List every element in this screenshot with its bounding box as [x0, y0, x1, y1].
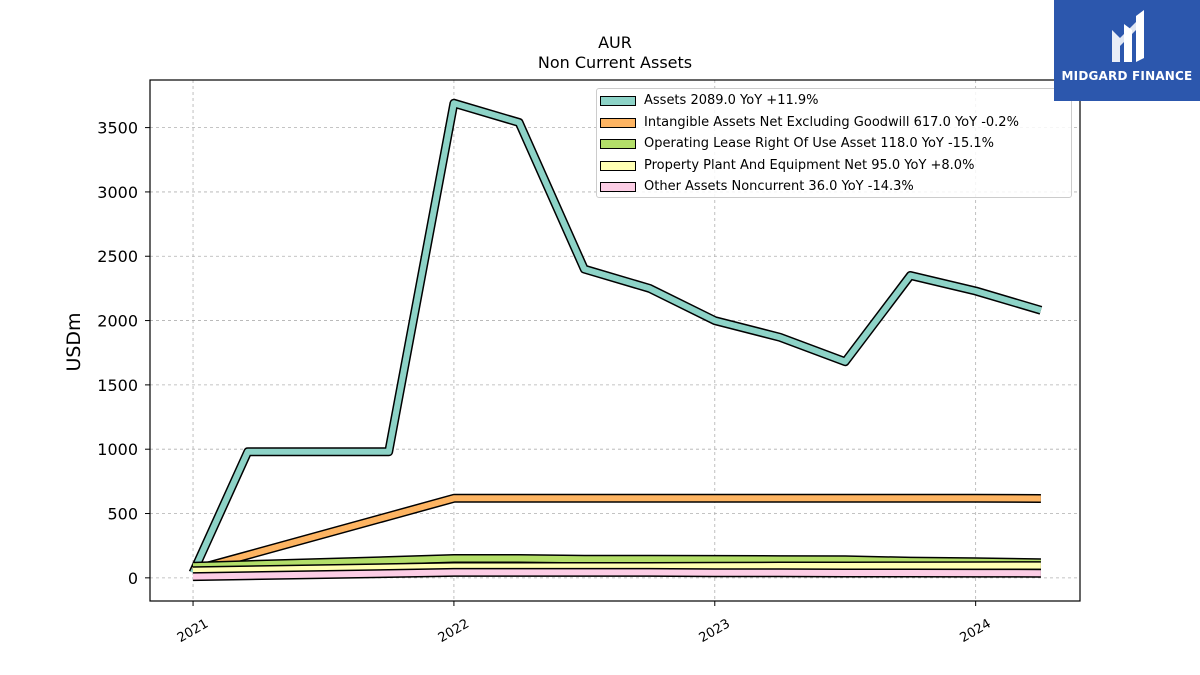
- legend-swatch: [600, 139, 636, 149]
- series-line: [192, 495, 1041, 573]
- legend-item: Assets 2089.0 YoY +11.9%: [597, 91, 1071, 113]
- legend-item: Operating Lease Right Of Use Asset 118.0…: [597, 134, 1071, 156]
- legend-swatch: [600, 182, 636, 192]
- plot-frame: [149, 79, 1081, 602]
- y-tick-label: 3500: [97, 119, 138, 138]
- series-line: [192, 555, 1041, 570]
- chart-title: AUR: [598, 33, 632, 52]
- midgard-finance-logo: MIDGARD FINANCE: [1054, 0, 1200, 101]
- chart-legend: Assets 2089.0 YoY +11.9% Intangible Asset…: [596, 88, 1072, 198]
- series-line: [190, 100, 1042, 574]
- legend-label: Property Plant And Equipment Net 95.0 Yo…: [644, 157, 975, 173]
- y-tick-label: 500: [107, 505, 138, 524]
- y-tick-label: 1000: [97, 440, 138, 459]
- series-areas: [188, 98, 1043, 582]
- series-line: [192, 562, 1041, 574]
- x-tick-label: 2024: [957, 616, 993, 646]
- legend-swatch: [600, 96, 636, 106]
- y-tick-label: 2000: [97, 312, 138, 331]
- legend-item: Intangible Assets Net Excluding Goodwill…: [597, 113, 1071, 135]
- chart-subtitle: Non Current Assets: [537, 53, 693, 72]
- logo-mark-icon: [1112, 10, 1144, 62]
- y-axis-label: USDm: [63, 312, 85, 371]
- legend-swatch: [600, 160, 636, 171]
- y-tick-label: 1500: [97, 376, 138, 395]
- legend-label: Assets 2089.0 YoY +11.9%: [644, 93, 819, 108]
- legend-item: Property Plant And Equipment Net 95.0 Yo…: [597, 156, 1071, 178]
- y-tick-label: 2500: [97, 247, 138, 266]
- legend-item: Other Assets Noncurrent 36.0 YoY -14.3%: [597, 177, 1071, 199]
- legend-swatch: [600, 117, 636, 128]
- x-tick-label: 2022: [436, 616, 472, 646]
- y-tick-label: 0: [128, 569, 138, 588]
- legend-label: Intangible Assets Net Excluding Goodwill…: [644, 114, 1019, 130]
- series-line: [192, 569, 1041, 580]
- x-tick-label: 2023: [697, 616, 733, 646]
- legend-label: Operating Lease Right Of Use Asset 118.0…: [644, 136, 994, 151]
- legend-label: Other Assets Noncurrent 36.0 YoY -14.3%: [644, 179, 914, 194]
- y-tick-label: 3000: [97, 183, 138, 202]
- x-tick-label: 2021: [175, 616, 211, 646]
- logo-text: MIDGARD FINANCE: [1061, 69, 1193, 83]
